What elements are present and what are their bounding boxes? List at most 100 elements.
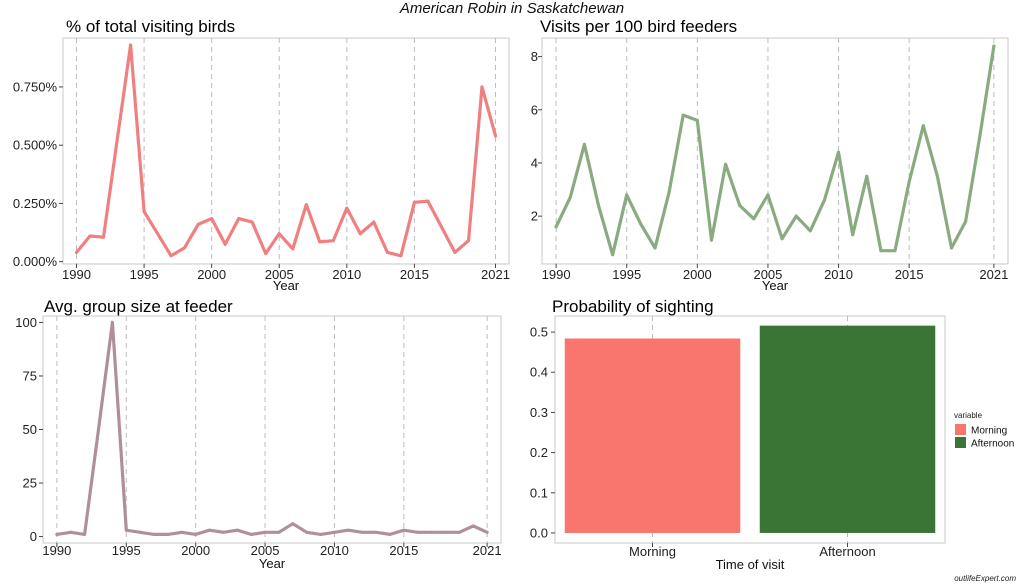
y-tick-label: 0.500% — [13, 138, 58, 153]
x-tick-label: 2005 — [265, 267, 294, 282]
y-tick-label: 0.000% — [13, 254, 58, 269]
panel-title: Probability of sighting — [552, 297, 714, 316]
data-point — [221, 530, 225, 534]
data-point — [681, 113, 685, 117]
x-axis-title: Time of visit — [716, 557, 785, 572]
panel-title: Visits per 100 bird feeders — [540, 17, 737, 36]
y-tick-label: 100 — [15, 315, 37, 330]
x-tick-label: 2010 — [824, 267, 853, 282]
data-point — [597, 204, 600, 207]
data-point — [142, 210, 146, 214]
data-point — [372, 220, 376, 224]
data-point — [194, 532, 198, 536]
legend-title: variable — [954, 411, 983, 420]
data-point — [388, 532, 392, 536]
data-point — [55, 532, 59, 536]
data-point — [402, 528, 406, 532]
data-point — [291, 522, 295, 526]
series-line — [55, 320, 489, 537]
data-point — [318, 240, 322, 244]
x-tick-label: 1990 — [62, 267, 91, 282]
data-point — [568, 196, 572, 199]
data-point — [124, 528, 128, 532]
y-tick-label: 0.250% — [13, 196, 58, 211]
data-point — [156, 232, 160, 236]
data-point — [964, 220, 968, 223]
data-point — [639, 222, 643, 226]
data-point — [766, 193, 770, 197]
data-point — [653, 246, 657, 250]
x-tick-label: 1995 — [612, 267, 641, 282]
x-axis-title: Year — [259, 556, 286, 571]
data-point — [102, 235, 105, 239]
x-tick-label: 2000 — [181, 543, 210, 558]
data-point — [210, 217, 214, 221]
y-tick-label: 75 — [23, 368, 37, 383]
data-point — [992, 44, 996, 48]
data-point — [794, 214, 798, 218]
data-point — [69, 530, 73, 534]
y-tick-label: 4 — [531, 155, 538, 170]
x-tick-label: 2010 — [332, 267, 361, 282]
data-point — [331, 239, 335, 243]
y-tick-label: 50 — [23, 422, 37, 437]
data-point — [444, 530, 447, 534]
y-tick-label: 6 — [531, 102, 538, 117]
data-point — [235, 528, 239, 532]
data-point — [129, 43, 133, 47]
series-line — [74, 43, 498, 258]
data-point — [304, 203, 308, 207]
data-point — [345, 206, 349, 210]
data-point — [907, 180, 911, 184]
legend-label: Afternoon — [971, 439, 1014, 450]
data-point — [360, 530, 364, 534]
data-point — [208, 528, 211, 532]
y-tick-label: 0.5 — [530, 325, 548, 340]
data-point — [485, 530, 489, 534]
data-point — [97, 428, 100, 431]
y-tick-label: 0.0 — [530, 525, 548, 540]
x-tick-label: 2005 — [753, 267, 782, 282]
data-point — [426, 199, 430, 203]
data-point — [319, 532, 323, 536]
data-point — [412, 200, 416, 204]
x-tick-label: 2015 — [895, 267, 924, 282]
data-point — [305, 530, 309, 534]
legend-label: Morning — [971, 426, 1007, 437]
data-point — [169, 254, 173, 258]
data-point — [808, 229, 812, 233]
data-point — [88, 234, 92, 238]
data-point — [263, 530, 267, 534]
data-point — [710, 238, 713, 242]
y-tick-label: 25 — [23, 476, 37, 491]
data-point — [250, 220, 254, 224]
data-point — [115, 139, 119, 142]
y-tick-label: 0 — [30, 529, 37, 544]
data-point — [467, 239, 470, 243]
data-point — [110, 320, 114, 324]
data-point — [780, 237, 784, 241]
watermark-text: outlifeExpert.com — [954, 574, 1016, 583]
x-tick-label: Afternoon — [819, 544, 875, 559]
data-point — [358, 232, 362, 236]
x-tick-label: 1990 — [42, 543, 71, 558]
data-point — [457, 530, 461, 534]
data-point — [180, 530, 184, 534]
data-point — [865, 174, 869, 178]
data-point — [166, 532, 170, 536]
data-point — [921, 124, 925, 128]
data-point — [249, 532, 253, 536]
data-point — [83, 532, 87, 536]
data-point — [978, 134, 982, 138]
panel-border — [62, 37, 510, 265]
data-point — [822, 198, 826, 202]
x-tick-label: 2005 — [251, 543, 280, 558]
y-tick-label: 0.750% — [13, 79, 58, 94]
x-tick-label: 2000 — [197, 267, 226, 282]
data-point — [399, 254, 403, 258]
x-tick-label: 2015 — [389, 543, 418, 558]
data-point — [494, 134, 497, 138]
data-point — [695, 118, 699, 122]
data-point — [75, 250, 78, 254]
